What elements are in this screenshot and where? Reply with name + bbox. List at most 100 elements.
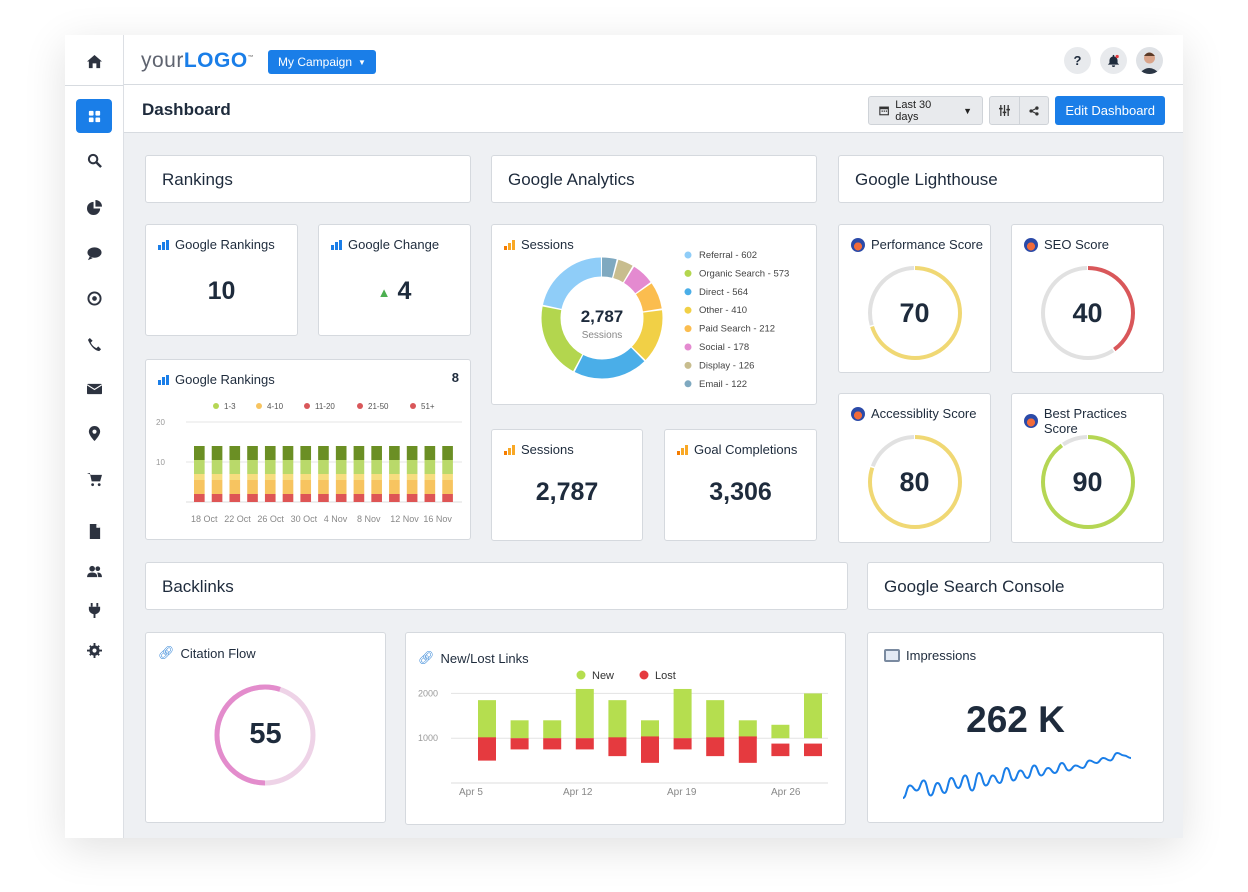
bar-segment [282,446,294,460]
bar-segment [264,446,276,460]
widget-new-lost-links[interactable]: 🔗︎ New/Lost Links New Lost 1000 2000 Apr 5 Apr… [405,632,846,825]
bar-segment [353,494,365,502]
lost-bar [771,743,790,757]
widget-impressions[interactable]: Impressions 262 K [867,632,1164,823]
gauge-track [1041,266,1135,360]
lost-bar [804,743,822,757]
legend-marker [684,325,692,333]
widget-google-change[interactable]: Google Change ▲ 4 [318,224,471,336]
lost-bar [673,738,692,750]
score-gauge [868,435,962,529]
bar-segment [229,474,241,480]
new-bar [673,688,692,739]
sidebar-item-search[interactable] [76,143,112,177]
sidebar-item-cart[interactable] [76,462,112,496]
target-icon [86,290,102,306]
bar-segment [353,446,365,460]
sidebar-item-document[interactable] [76,514,112,548]
legend-label: Email - 122 [699,379,747,390]
widget-best-practices-score[interactable]: Best Practices Score 90 [1011,393,1164,543]
page-title: Dashboard [142,100,231,119]
section-google-analytics: Google Analytics [491,155,817,203]
sidebar-item-settings[interactable] [76,633,112,667]
phone-icon [87,337,101,351]
user-avatar[interactable] [1136,47,1163,74]
widget-performance-score[interactable]: Performance Score 70 [838,224,991,373]
y-tick-label: 2000 [418,688,438,698]
sidebar-item-email[interactable] [76,371,112,405]
legend-label: 21-50 [368,402,389,411]
widget-citation-flow[interactable]: 🔗︎ Citation Flow 55 [145,632,386,823]
bar-segment [424,446,436,460]
y-tick-label: 1000 [418,733,438,743]
bar-segment [229,460,241,474]
bar-segment [300,460,312,474]
home-icon [86,54,102,68]
widget-accessibility-score[interactable]: Accessiblity Score 80 [838,393,991,543]
citation-gauge [214,684,316,786]
campaign-dropdown[interactable]: My Campaign ▼ [268,50,376,74]
rankings-value: 10 [207,277,236,305]
bar-segment [389,446,400,460]
widget-title: Sessions [521,442,574,457]
donut-slice [541,257,663,379]
widget-title: Citation Flow [180,645,256,661]
bar-segment [371,474,382,480]
section-google-lighthouse: Google Lighthouse [838,155,1164,203]
widget-goal-completions[interactable]: Goal Completions 3,306 [664,429,817,541]
legend-label: Display - 126 [699,360,754,371]
date-range-dropdown[interactable]: Last 30 days ▼ [868,96,983,125]
sidebar-item-home[interactable] [76,44,112,78]
section-rankings: Rankings [145,155,471,203]
search-console-icon [884,649,900,662]
sidebar-item-integrations[interactable] [76,593,112,627]
legend-label: Other - 410 [699,305,747,316]
analytics-icon [677,444,688,455]
bar-segment [247,480,258,494]
sidebar-item-phone[interactable] [76,327,112,361]
new-bar [510,720,529,739]
sidebar-item-users[interactable] [76,554,112,588]
help-button[interactable]: ? [1064,47,1091,74]
filter-button[interactable] [990,97,1020,124]
logo[interactable]: yourLOGO™ [141,49,254,73]
widget-rankings-chart[interactable]: Google Rankings 8 1-3 4-10 11-20 21-50 51+ 10… [145,359,471,540]
legend-marker [684,269,692,277]
share-button[interactable] [1020,97,1049,124]
bar-segment [406,446,418,460]
notifications-button[interactable] [1100,47,1127,74]
sidebar-item-target[interactable] [76,281,112,315]
bar-segment [247,446,258,460]
widget-title: Performance Score [871,237,983,252]
legend-label: Direct - 564 [699,287,748,298]
sidebar-divider [65,85,123,86]
bar-segment [389,474,400,480]
edit-dashboard-button[interactable]: Edit Dashboard [1055,96,1165,125]
sidebar-item-reports[interactable] [76,190,112,224]
legend-marker [213,403,219,409]
bar-segment [282,494,294,502]
sessions-donut-chart: Referral - 602 Organic Search - 573 Direct… [541,250,789,390]
legend-label: 51+ [421,402,435,411]
sessions-value: 2,787 [535,478,599,506]
sidebar-item-location[interactable] [76,416,112,450]
gauge-arc [868,435,962,529]
widget-sessions[interactable]: Sessions 2,787 [491,429,643,541]
bar-segment [247,494,258,502]
widget-title: Google Rankings [175,372,275,387]
new-bar [738,720,757,739]
widget-sessions-donut[interactable]: Sessions Referral - 602 Organic Search - … [491,224,817,405]
sidebar-item-chat[interactable] [76,236,112,270]
bar-segment [371,460,382,474]
lost-bar [641,736,659,763]
bar-segment [318,480,329,494]
bar-segment [229,446,241,460]
widget-seo-score[interactable]: SEO Score 40 [1011,224,1164,373]
caret-down-icon: ▼ [963,105,972,116]
widget-google-rankings[interactable]: Google Rankings 10 [145,224,298,336]
document-icon [89,523,100,539]
donut-slice [541,257,663,379]
subheader: Dashboard Last 30 days ▼ Edit Dashboard [124,85,1183,133]
x-tick-label: 18 Oct [191,514,218,524]
sidebar-item-dashboard[interactable] [76,99,112,133]
